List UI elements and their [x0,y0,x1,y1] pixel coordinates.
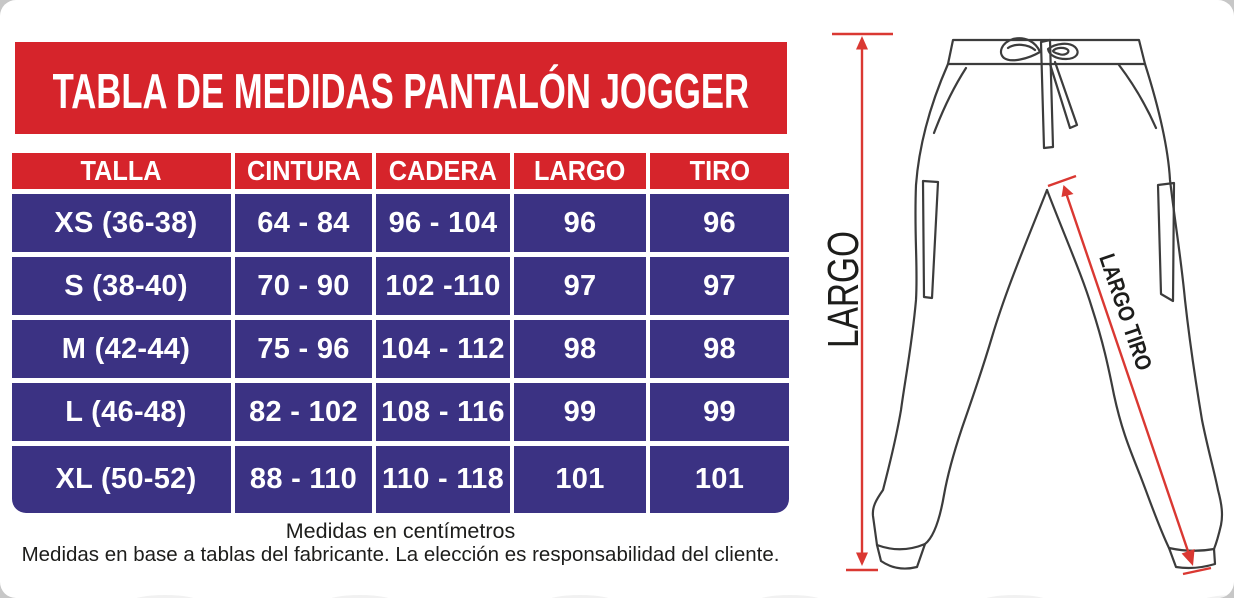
svg-text:LARGO TIRO: LARGO TIRO [1094,251,1156,374]
svg-text:LARGO: LARGO [820,231,868,348]
